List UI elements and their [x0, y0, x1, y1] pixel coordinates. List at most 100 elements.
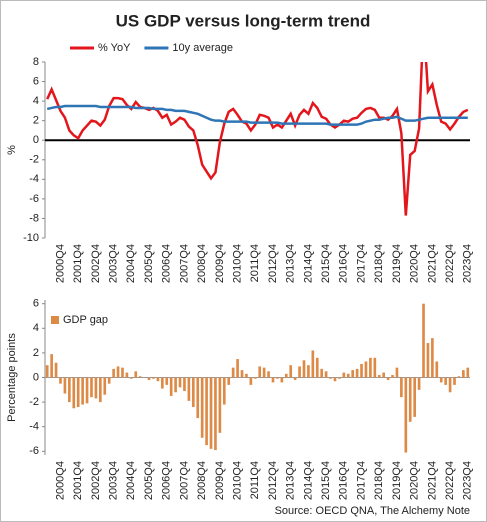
x-tick-label: 2001Q4	[72, 244, 84, 283]
y-tick-label: 8	[33, 56, 39, 68]
bar	[125, 372, 129, 378]
y-tick-label: -2	[29, 154, 39, 166]
x-tick-label: 2008Q4	[196, 461, 208, 500]
x-tick-label: 2009Q4	[214, 461, 226, 500]
x-tick-label: 2008Q4	[196, 244, 208, 283]
bar	[466, 367, 470, 378]
bar	[324, 371, 328, 378]
x-tick-label: 2004Q4	[125, 244, 137, 283]
bar	[134, 371, 138, 378]
bar	[431, 338, 434, 378]
x-tick-label: 2021Q4	[426, 244, 438, 283]
bar	[346, 373, 350, 378]
bar	[249, 377, 253, 385]
x-tick-label: 2010Q4	[231, 461, 243, 500]
y-tick-label: -4	[29, 173, 39, 185]
bar	[103, 377, 107, 395]
x-tick-label: 2003Q4	[108, 244, 120, 283]
x-tick-label: 2012Q4	[267, 461, 279, 500]
bar	[68, 377, 71, 403]
bar	[76, 377, 80, 408]
series-group	[46, 62, 469, 216]
bar	[329, 377, 332, 379]
x-tick-label: 2016Q4	[338, 244, 350, 283]
bar	[439, 377, 443, 383]
bar	[209, 377, 213, 449]
bar	[121, 367, 124, 378]
x-tick-label: 2009Q4	[214, 244, 226, 283]
x-tick-label: 2000Q4	[54, 244, 66, 283]
y-tick-label: 4	[33, 322, 39, 334]
y-tick-label: 2	[33, 347, 39, 359]
bar	[81, 377, 84, 405]
bar	[72, 377, 76, 409]
bar	[253, 377, 257, 379]
x-tick-label: 2018Q4	[373, 461, 385, 500]
x-tick-label: 2002Q4	[90, 461, 102, 500]
bar	[373, 357, 377, 378]
bar	[360, 363, 363, 378]
y-tick-label: 6	[33, 75, 39, 87]
bar	[138, 376, 142, 378]
bar	[200, 377, 204, 438]
legend-label: 10y average	[172, 42, 233, 54]
bar	[395, 367, 399, 378]
bar	[245, 373, 248, 378]
bar	[196, 377, 200, 419]
bar	[169, 377, 173, 396]
bar	[267, 371, 270, 378]
bar	[369, 357, 372, 378]
y-tick-label: -2	[29, 396, 39, 408]
x-tick-label: 2007Q4	[178, 461, 190, 500]
bar	[284, 373, 288, 378]
x-tick-label: 2006Q4	[161, 244, 173, 283]
line	[46, 62, 469, 216]
x-tick-label: 2014Q4	[302, 244, 314, 283]
bar	[342, 372, 346, 378]
legend-label: % YoY	[98, 42, 131, 54]
x-tick-label: 2014Q4	[302, 461, 314, 500]
bar	[156, 377, 160, 382]
bar	[99, 377, 102, 403]
x-tick-label: 2015Q4	[320, 461, 332, 500]
bar	[351, 370, 355, 378]
bar	[222, 377, 226, 405]
bar	[231, 367, 235, 378]
bar	[315, 357, 319, 378]
x-tick-label: 2015Q4	[320, 244, 332, 283]
x-tick-label: 2011Q4	[249, 244, 261, 282]
bar	[391, 375, 394, 378]
x-tick-label: 2000Q4	[54, 461, 66, 500]
line	[46, 104, 468, 126]
y-tick-label: 4	[33, 95, 39, 107]
x-tick-label: 2011Q4	[249, 461, 261, 499]
bar	[435, 361, 439, 378]
bar	[183, 377, 186, 392]
x-tick-label: 2023Q4	[462, 244, 474, 283]
bar	[293, 377, 297, 380]
bar	[236, 359, 239, 378]
bar	[408, 377, 412, 422]
bar	[377, 375, 381, 378]
bar	[45, 365, 49, 378]
x-tick-label: 2001Q4	[72, 461, 84, 500]
bar	[94, 377, 98, 399]
x-tick-label: 2002Q4	[90, 244, 102, 283]
bar	[422, 303, 425, 378]
bar	[147, 377, 151, 380]
x-tick-label: 2003Q4	[108, 461, 120, 500]
bar	[333, 377, 337, 382]
bar	[413, 377, 416, 417]
x-tick-label: 2013Q4	[285, 244, 297, 283]
bar	[386, 377, 390, 380]
y-tick-label: -4	[29, 421, 39, 433]
bar	[298, 366, 301, 378]
bar	[191, 377, 195, 408]
bar	[271, 377, 275, 383]
y-axis-label: Percentage points	[6, 333, 18, 422]
bar	[307, 365, 310, 378]
y-tick-label: -6	[29, 445, 39, 457]
bar	[311, 350, 315, 378]
x-tick-label: 2020Q4	[409, 461, 421, 500]
